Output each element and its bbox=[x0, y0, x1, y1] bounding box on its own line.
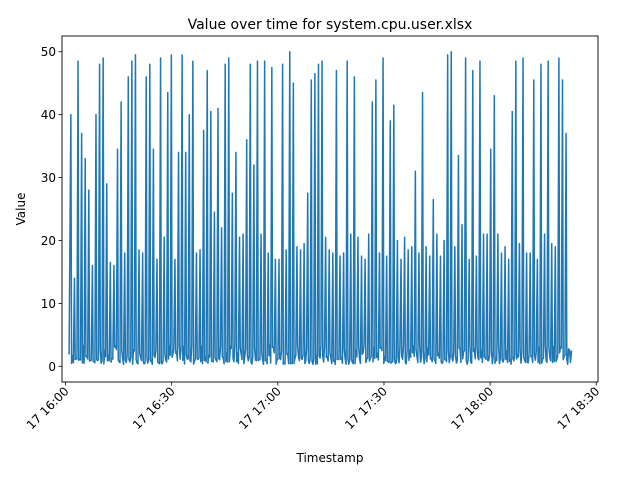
chart-title: Value over time for system.cpu.user.xlsx bbox=[188, 17, 473, 33]
y-axis: 0 10 20 30 40 50 bbox=[41, 45, 62, 374]
x-tick-label: 17 16:30 bbox=[130, 384, 178, 432]
y-tick-label: 40 bbox=[41, 108, 56, 122]
y-tick-label: 20 bbox=[41, 234, 56, 248]
plot-area bbox=[68, 50, 573, 366]
y-tick-label: 0 bbox=[48, 360, 56, 374]
x-tick-label: 17 17:30 bbox=[342, 384, 390, 432]
x-tick-label: 17 17:00 bbox=[236, 384, 284, 432]
x-tick-label: 17 18:00 bbox=[448, 384, 496, 432]
x-tick-label: 17 16:00 bbox=[24, 384, 72, 432]
x-tick-label: 17 18:30 bbox=[555, 384, 603, 432]
x-axis-label: Timestamp bbox=[296, 451, 364, 465]
series-line-0 bbox=[68, 50, 573, 366]
y-tick-label: 10 bbox=[41, 297, 56, 311]
y-axis-label: Value bbox=[14, 193, 28, 226]
x-axis: 17 16:00 17 16:30 17 17:00 17 17:30 17 18:00… bbox=[24, 382, 603, 432]
y-tick-label: 30 bbox=[41, 171, 56, 185]
y-tick-label: 50 bbox=[41, 45, 56, 59]
plot-frame bbox=[61, 35, 599, 383]
